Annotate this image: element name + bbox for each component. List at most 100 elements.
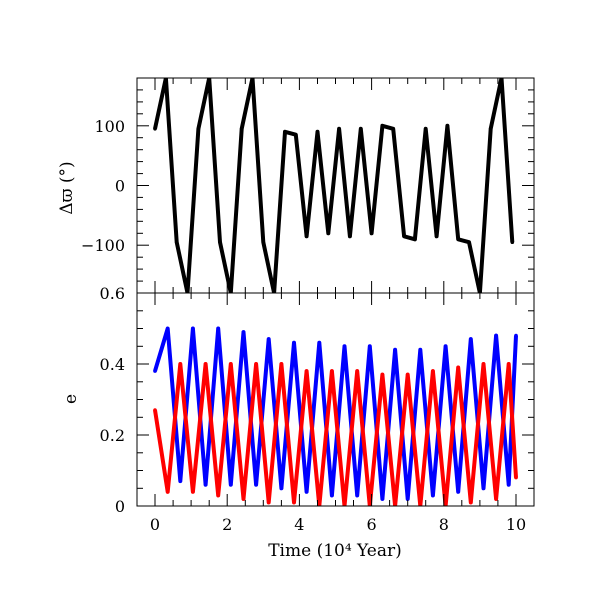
bottom-series-layer xyxy=(153,326,518,506)
bottom-series-0-point xyxy=(380,497,385,501)
bottom-x-axis-label: Time (10⁴ Year) xyxy=(268,541,402,561)
top-series-0-point xyxy=(337,127,341,131)
top-series-0-point xyxy=(423,127,428,131)
top-series-0-point xyxy=(304,234,309,239)
top-panel: 100 0 −100 Δϖ (°) xyxy=(57,77,535,294)
top-series-0-point xyxy=(153,127,157,131)
top-series-0-point xyxy=(315,130,320,134)
top-series-0-point xyxy=(294,132,298,137)
bottom-series-0-point xyxy=(494,333,498,338)
bottom-series-1-point xyxy=(216,493,220,498)
top-ticks xyxy=(137,77,534,294)
bottom-series-0-point xyxy=(393,348,397,352)
top-series-0-point xyxy=(326,231,331,236)
bottom-series-1-point xyxy=(229,362,233,366)
bottom-series-1-point xyxy=(456,365,461,370)
bottom-x-tick-label: 4 xyxy=(294,515,304,534)
bottom-panel: 0 0.2 0.4 0.6 0 2 4 6 8 10 e Time (10⁴ Year) xyxy=(61,284,535,561)
bottom-series-0-point xyxy=(355,493,360,498)
bottom-series-0-point xyxy=(506,482,511,487)
bottom-series-0-point xyxy=(254,482,258,487)
bottom-series-1-point xyxy=(304,369,309,373)
bottom-series-0-point xyxy=(368,344,372,349)
bottom-series-0-point xyxy=(203,482,208,487)
bottom-y-tick-label: 0.2 xyxy=(100,426,125,445)
bottom-series-1-point xyxy=(330,369,334,373)
bottom-series-1-point xyxy=(494,497,498,501)
bottom-series-0-point xyxy=(456,490,461,494)
bottom-series-1-point xyxy=(254,362,258,366)
bottom-x-tick-label: 10 xyxy=(506,515,526,534)
top-series-0-point xyxy=(348,234,352,239)
bottom-x-tick-label: 0 xyxy=(150,515,160,534)
bottom-series-0-point xyxy=(405,497,410,501)
bottom-series-1-point xyxy=(165,490,170,494)
top-y-tick-label: −100 xyxy=(81,236,125,255)
bottom-y-tick-label: 0.6 xyxy=(100,284,125,303)
top-series-0-point xyxy=(467,240,471,244)
top-series-0-point xyxy=(402,234,406,239)
bottom-series-0-point xyxy=(481,486,486,491)
bottom-series-0-point xyxy=(431,493,435,498)
bottom-series-1-point xyxy=(355,369,360,373)
bottom-series-1-point xyxy=(203,362,208,366)
bottom-series-0-point xyxy=(469,337,473,341)
bottom-series-0-point xyxy=(279,486,284,491)
bottom-plot-frame xyxy=(136,292,535,507)
top-series-0-point xyxy=(445,124,450,128)
bottom-series-0-point xyxy=(266,337,271,341)
bottom-series-1-point xyxy=(506,362,511,366)
bottom-series-1-point xyxy=(292,500,296,505)
bottom-series-line-1 xyxy=(153,362,518,506)
top-y-tick-label: 100 xyxy=(94,117,125,136)
bottom-series-0-point xyxy=(317,340,322,345)
top-series-0-point xyxy=(196,127,201,131)
bottom-series-0-point xyxy=(514,333,518,338)
bottom-series-0-point xyxy=(241,330,246,334)
bottom-series-1-point xyxy=(241,497,246,501)
bottom-series-0-point xyxy=(165,326,170,331)
bottom-x-tick-label: 8 xyxy=(439,515,449,534)
top-tick-labels: 100 0 −100 xyxy=(81,117,125,255)
bottom-series-1-point xyxy=(431,369,435,373)
bottom-series-1-point xyxy=(279,362,284,366)
top-series-0-point xyxy=(239,127,244,131)
bottom-series-0-point xyxy=(342,344,347,349)
top-series-0-point xyxy=(413,237,417,242)
bottom-series-1-point xyxy=(153,408,157,412)
bottom-series-0-point xyxy=(229,482,233,487)
bottom-series-1-point xyxy=(514,475,518,480)
bottom-series-1-point xyxy=(405,372,410,377)
bottom-series-1-point xyxy=(380,372,385,377)
bottom-tick-labels: 0 0.2 0.4 0.6 0 2 4 6 8 10 xyxy=(100,284,527,534)
bottom-series-1-point xyxy=(481,362,486,366)
top-series-0-point xyxy=(369,231,374,236)
bottom-series-0-point xyxy=(216,326,220,331)
top-y-axis-label: Δϖ (°) xyxy=(57,161,77,214)
top-series-0-point xyxy=(174,240,179,244)
bottom-series-0-point xyxy=(330,493,334,498)
bottom-series-0-point xyxy=(153,369,157,373)
bottom-series-1-point xyxy=(469,500,473,505)
bottom-y-tick-label: 0 xyxy=(115,497,125,516)
top-y-tick-label: 0 xyxy=(115,177,125,196)
bottom-y-tick-label: 0.4 xyxy=(100,355,125,374)
bottom-series-0-point xyxy=(178,479,183,483)
top-series-0-point xyxy=(434,234,439,239)
bottom-series-0-point xyxy=(292,340,296,345)
top-series-0-point xyxy=(391,127,396,131)
top-series-line-0 xyxy=(153,78,515,293)
bottom-y-axis-label: e xyxy=(61,394,81,404)
bottom-x-tick-label: 6 xyxy=(367,515,377,534)
bottom-series-0-point xyxy=(418,348,423,352)
top-series-0-point xyxy=(218,240,222,244)
bottom-series-0-point xyxy=(191,326,195,331)
top-series-0-point xyxy=(488,127,493,131)
top-series-0-point xyxy=(380,124,385,128)
bottom-series-1-point xyxy=(191,490,195,494)
bottom-series-0-point xyxy=(304,490,309,494)
bottom-series-0-point xyxy=(443,344,448,349)
bottom-series-1-point xyxy=(266,500,271,505)
